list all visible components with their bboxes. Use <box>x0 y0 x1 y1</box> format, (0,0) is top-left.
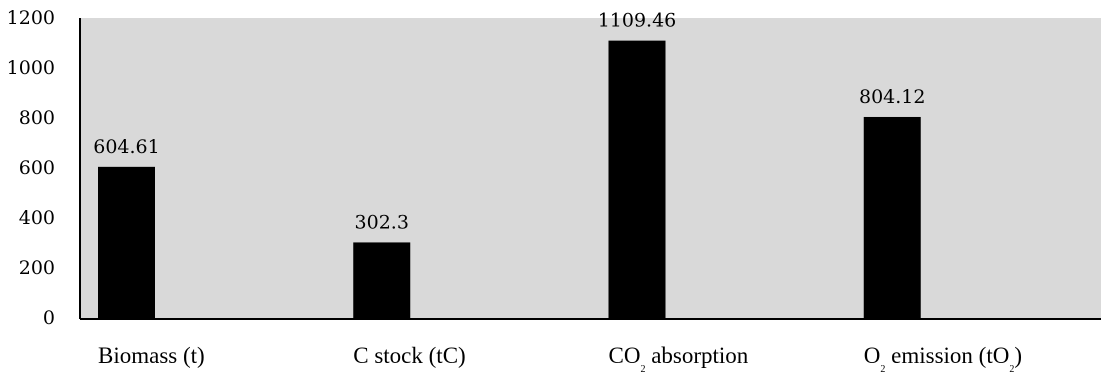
y-tick-label-600: 600 <box>19 157 55 179</box>
bar-4 <box>863 116 921 318</box>
y-axis-ticks-group: 0 200 400 600 800 1000 1200 <box>7 7 55 329</box>
bars-group <box>98 40 921 318</box>
data-label-3: 1109.46 <box>598 10 677 32</box>
x-axis-categories-group: Biomass (t) C stock (tC) CO2 absorption O2 … <box>98 343 1022 373</box>
bar-3 <box>608 40 666 318</box>
y-tick-label-0: 0 <box>43 307 55 329</box>
data-label-2: 302.3 <box>355 211 409 233</box>
x-category-label-3: CO2 absorption <box>609 343 749 373</box>
data-label-1: 604.61 <box>93 136 159 158</box>
x-category-label-2: C stock (tC) <box>353 343 465 368</box>
data-label-4: 804.12 <box>859 86 925 108</box>
bar-1 <box>98 166 155 318</box>
data-labels-group: 604.61 302.3 1109.46 804.12 <box>93 10 925 234</box>
y-tick-label-1200: 1200 <box>7 7 55 29</box>
x-category-label-4: O2 emission (tO2) <box>864 343 1022 373</box>
y-tick-label-800: 800 <box>19 107 55 129</box>
bar-2 <box>353 242 411 318</box>
plot-area-background <box>80 18 1101 318</box>
y-tick-label-1000: 1000 <box>7 57 55 79</box>
y-tick-label-400: 400 <box>19 207 55 229</box>
x-category-label-1: Biomass (t) <box>98 343 205 368</box>
y-tick-label-200: 200 <box>19 257 55 279</box>
